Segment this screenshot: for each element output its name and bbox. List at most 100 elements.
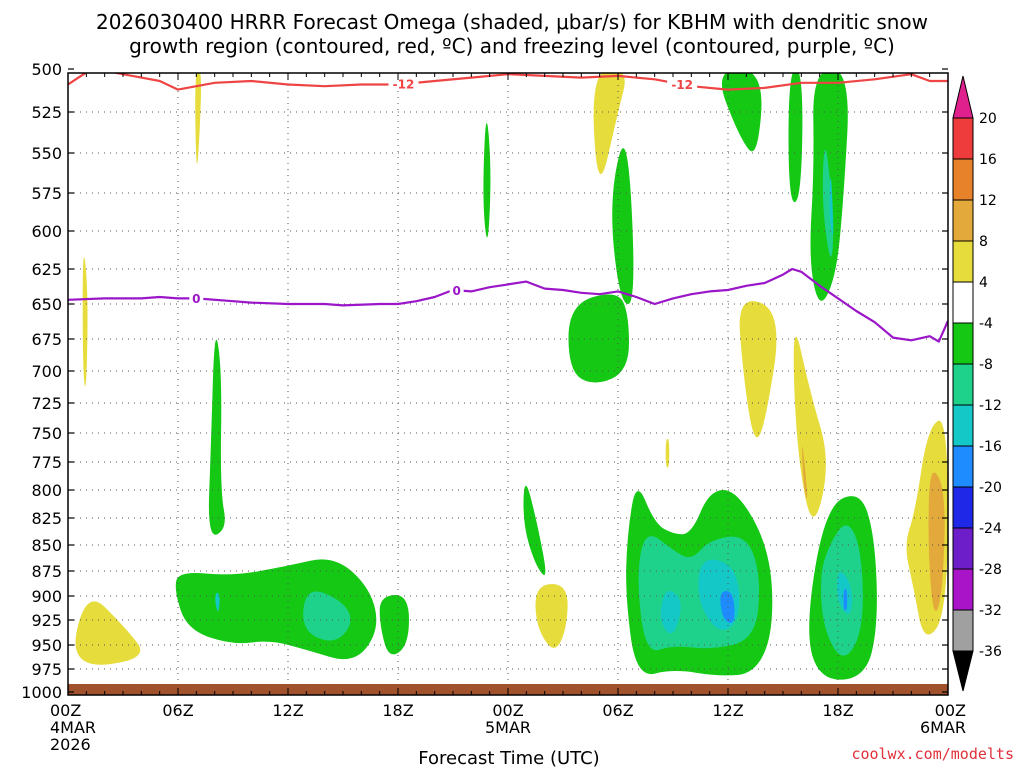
x-tick-label-24-1: 5MAR — [485, 718, 531, 737]
colorbar-bin-0 — [952, 117, 974, 160]
colorbar-label-2: 12 — [979, 193, 997, 209]
y-axis: 500 525 550 575 600 625 650 675 700 725 750 775 800 8… — [21, 60, 949, 702]
omega-region-29 — [829, 177, 834, 235]
colorbar: 20 16 12 8 4 -4 -8 -12 -16 -20 -24 -28 -32 -36 — [952, 75, 1002, 692]
y-tick-label-625: 625 — [31, 260, 62, 279]
y-tick-label-850: 850 — [31, 536, 62, 555]
colorbar-bin-12 — [952, 609, 974, 652]
colorbar-label-12: -32 — [979, 603, 1002, 619]
colorbar-top-arrow — [952, 75, 974, 119]
omega-region-24 — [822, 149, 834, 257]
colorbar-bin-6 — [952, 363, 974, 406]
colorbar-bin-9 — [952, 486, 974, 529]
x-tick-label-48-0: 00Z — [935, 701, 966, 720]
y-tick-label-900: 900 — [31, 587, 62, 606]
credit-text[interactable]: coolwx.com/modelts — [851, 745, 1014, 763]
y-tick-label-500: 500 — [31, 60, 62, 79]
x-tick-label-6-0: 06Z — [162, 701, 193, 720]
omega-region-6 — [793, 336, 826, 517]
x-tick-label-42-0: 18Z — [822, 701, 853, 720]
x-tick-label-36-0: 12Z — [712, 701, 743, 720]
omega-region-18 — [788, 73, 803, 203]
contour-label-0-0: -12 — [393, 77, 415, 91]
y-tick-label-600: 600 — [31, 222, 62, 241]
omega-region-17 — [721, 73, 762, 152]
colorbar-bin-5 — [952, 322, 974, 365]
omega-region-5 — [739, 301, 777, 438]
colorbar-bin-7 — [952, 404, 974, 447]
colorbar-label-5: -4 — [979, 316, 993, 332]
x-tick-label-0-0: 00Z — [50, 701, 81, 720]
omega-region-27 — [660, 591, 681, 634]
y-tick-label-550: 550 — [31, 144, 62, 163]
omega-shading — [75, 73, 948, 680]
omega-region-22 — [802, 446, 808, 499]
colorbar-label-7: -12 — [979, 398, 1002, 414]
contour-label-bg-0-1 — [667, 77, 698, 92]
colorbar-bin-3 — [952, 240, 974, 283]
colorbar-bin-10 — [952, 527, 974, 570]
x-tick-label-0-2: 2026 — [50, 735, 91, 754]
omega-region-3 — [535, 584, 568, 648]
contour-0 — [68, 73, 948, 91]
y-tick-label-700: 700 — [31, 362, 62, 381]
omega-region-12 — [483, 122, 491, 238]
x-tick-label-0-1: 4MAR — [50, 718, 96, 737]
omega-region-21 — [928, 472, 945, 611]
x-tick-label-24-0: 00Z — [492, 701, 523, 720]
omega-region-23 — [638, 536, 760, 651]
y-tick-label-950: 950 — [31, 636, 62, 655]
x-tick-label-18-0: 18Z — [382, 701, 413, 720]
colorbar-label-4: 4 — [979, 275, 988, 291]
y-tick-label-1000: 1000 — [21, 683, 62, 702]
colorbar-label-3: 8 — [979, 234, 988, 250]
y-tick-label-525: 525 — [31, 103, 62, 122]
omega-region-31 — [215, 592, 220, 612]
y-tick-label-925: 925 — [31, 611, 62, 630]
chart-title-line1: 2026030400 HRRR Forecast Omega (shaded, … — [96, 10, 928, 34]
y-tick-label-825: 825 — [31, 509, 62, 528]
colorbar-label-1: 16 — [979, 152, 997, 168]
y-tick-label-575: 575 — [31, 184, 62, 203]
colorbar-label-9: -20 — [979, 480, 1002, 496]
y-tick-label-975: 975 — [31, 660, 62, 679]
colorbar-bin-8 — [952, 445, 974, 488]
y-tick-label-725: 725 — [31, 394, 62, 413]
y-tick-label-675: 675 — [31, 330, 62, 349]
y-tick-label-800: 800 — [31, 481, 62, 500]
colorbar-bin-1 — [952, 158, 974, 201]
colorbar-bin-4 — [952, 281, 974, 324]
x-tick-label-30-0: 06Z — [602, 701, 633, 720]
omega-region-2 — [82, 257, 88, 387]
colorbar-bin-2 — [952, 199, 974, 242]
y-tick-label-750: 750 — [31, 424, 62, 443]
omega-region-26 — [303, 591, 351, 641]
colorbar-label-10: -24 — [979, 521, 1002, 537]
x-axis-title: Forecast Time (UTC) — [418, 748, 599, 768]
colorbar-label-8: -16 — [979, 439, 1002, 455]
y-tick-label-775: 775 — [31, 453, 62, 472]
omega-region-8 — [665, 438, 670, 468]
contour-1 — [68, 267, 948, 343]
x-tick-label-12-0: 12Z — [272, 701, 303, 720]
contour-label-bg-1-1 — [449, 283, 464, 298]
contour-label-0-1: -12 — [671, 78, 693, 92]
omega-region-1 — [195, 73, 202, 164]
omega-region-33 — [843, 589, 848, 611]
omega-region-11 — [379, 594, 409, 655]
omega-region-32 — [720, 591, 735, 623]
omega-region-10 — [208, 339, 225, 535]
chart-title-line2: growth region (contoured, red, ºC) and f… — [129, 34, 895, 58]
colorbar-bottom-arrow — [952, 650, 974, 692]
colorbar-label-0: 20 — [979, 111, 997, 127]
contour-label-bg-1-0 — [189, 291, 204, 306]
temperature-contours — [68, 73, 948, 343]
omega-region-13 — [523, 485, 546, 575]
colorbar-bin-11 — [952, 568, 974, 611]
colorbar-label-6: -8 — [979, 357, 993, 373]
colorbar-label-11: -28 — [979, 562, 1002, 578]
contour-label-1-1: 0 — [452, 284, 460, 298]
omega-region-4 — [593, 73, 625, 175]
omega-region-14 — [568, 294, 629, 383]
